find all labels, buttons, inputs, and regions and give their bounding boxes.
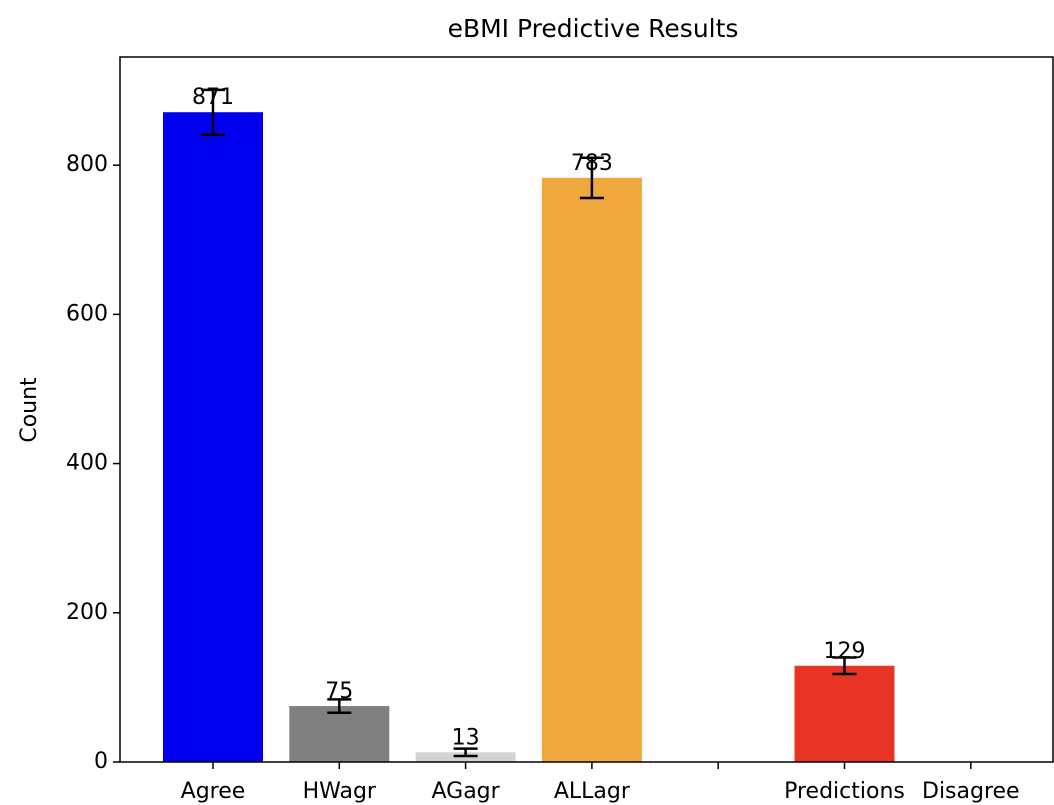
value-label: 783: [571, 151, 613, 176]
x-tick-label: ALLagr: [554, 779, 631, 804]
value-label: 129: [824, 639, 866, 664]
x-tick-label: Predictions: [784, 779, 905, 804]
bar: [541, 177, 642, 762]
y-tick-label: 200: [66, 600, 108, 625]
y-axis-label: Count: [17, 377, 42, 443]
value-label: 871: [192, 85, 234, 110]
x-tick-label: Agree: [181, 779, 246, 804]
plot-frame: [119, 56, 1054, 763]
error-bar: [453, 747, 478, 758]
bar: [289, 706, 390, 762]
bar: [794, 665, 895, 762]
y-tick-label: 600: [66, 301, 108, 326]
x-tick-label: AGagr: [431, 779, 500, 804]
error-bar: [201, 88, 225, 136]
error-bar: [327, 698, 352, 715]
y-tick-label: 400: [66, 451, 108, 476]
y-tick-label: 0: [94, 749, 108, 774]
chart-title: eBMI Predictive Results: [448, 14, 739, 43]
error-bar: [832, 656, 857, 676]
y-tick-label: 800: [66, 152, 108, 177]
value-label: 75: [325, 679, 353, 704]
x-tick-label: Disagree: [922, 779, 1020, 804]
value-label: 13: [452, 725, 480, 750]
bar: [163, 112, 263, 762]
x-tick-label: HWagr: [303, 779, 377, 804]
error-bar: [579, 156, 604, 200]
